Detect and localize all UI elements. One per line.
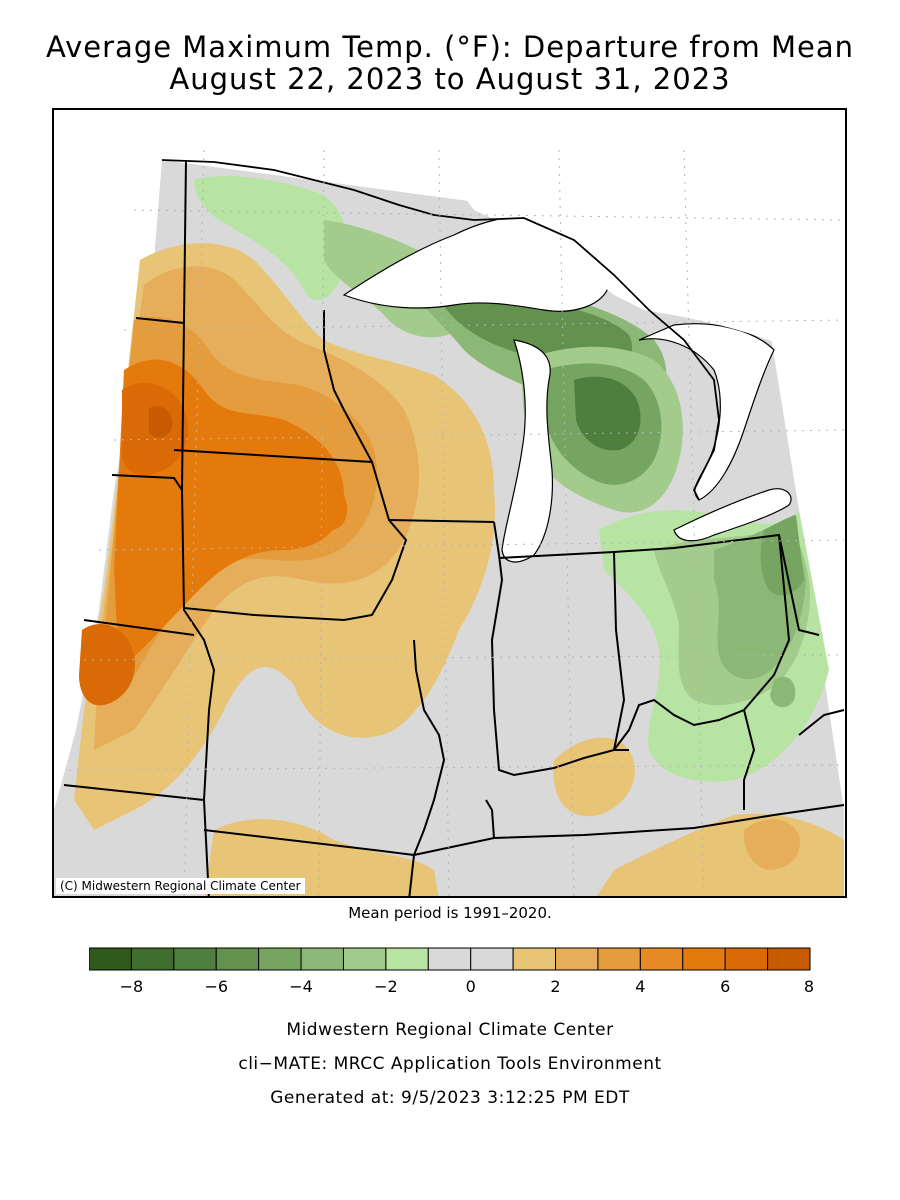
map-credit: (C) Midwestern Regional Climate Center [56,878,305,894]
legend-swatch [342,947,387,971]
warm-anomaly-6b [292,466,348,531]
legend-swatch [555,947,599,971]
legend-tick-label: −4 [289,977,313,996]
legend-tick-label: −8 [120,977,144,996]
legend-tick-label: −2 [374,977,398,996]
map-title-line2: August 22, 2023 to August 31, 2023 [169,62,731,96]
legend-tick-label: 2 [550,977,560,996]
warm-anomaly-se2 [743,819,800,870]
state-borders [63,159,845,896]
legend-swatch [89,947,132,971]
legend-swatch [385,947,429,971]
warm-anomaly-ky [553,737,635,817]
legend-tick-label: −6 [204,977,228,996]
cool-anomaly-lower-mi-3 [574,376,641,451]
legend-swatch [512,947,557,971]
legend-swatch [300,947,344,971]
legend-swatch [427,947,472,971]
temperature-departure-map [54,110,845,896]
graticule [68,149,845,896]
warm-anomaly-7b [79,624,135,706]
legend-swatch [470,947,514,971]
legend-swatch [724,947,769,971]
cool-anomaly-ohio-s [770,676,796,708]
lake-michigan [501,339,553,563]
footer-line2: cli−MATE: MRCC Application Tools Environ… [238,1054,662,1074]
legend-tick-label: 6 [720,977,730,996]
lake-erie [673,488,792,542]
legend-tick-label: 0 [466,977,476,996]
legend-swatch [130,947,175,971]
legend-swatch [639,947,684,971]
map-title-line1: Average Maximum Temp. (°F): Departure fr… [45,30,855,64]
legend-swatch [597,947,641,971]
legend-swatch [682,947,726,971]
legend-swatch [258,947,302,971]
legend-tick-label: 4 [635,977,645,996]
canada-north [344,110,845,369]
international-border [161,159,720,501]
color-legend: −8 −6 −4 −2 0 2 4 6 8 [89,947,814,996]
map-panel: (C) Midwestern Regional Climate Center [52,108,847,898]
warm-anomaly-south [204,819,439,896]
legend-tick-label: 8 [804,977,814,996]
lake-huron [638,323,775,501]
cool-anomaly-mn [194,175,348,301]
footer-line1: Midwestern Regional Climate Center [286,1020,614,1040]
footer-line3: Generated at: 9/5/2023 3:12:25 PM EDT [270,1088,630,1108]
legend-swatch [215,947,260,971]
legend-swatch [173,947,217,971]
warm-anomaly-8 [149,406,173,438]
legend-swatch [767,947,811,971]
mean-period-note: Mean period is 1991–2020. [348,904,552,922]
